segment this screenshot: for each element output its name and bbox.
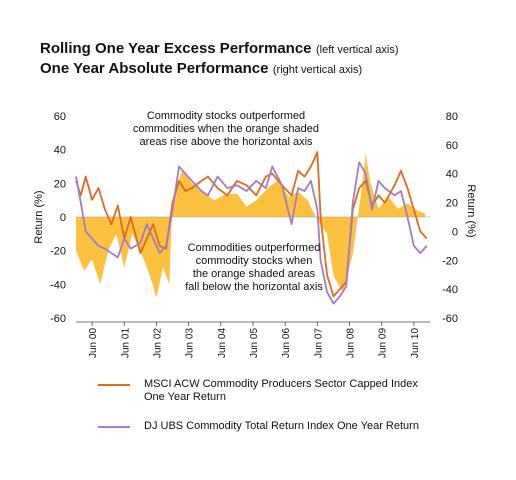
left-tick-label: -60 xyxy=(50,313,66,325)
right-tick-label: -40 xyxy=(442,284,458,296)
right-tick-label: 0 xyxy=(452,226,458,238)
x-tick-label: Jun 10 xyxy=(410,328,421,358)
legend-label-msci: MSCI ACW Commodity Producers Sector Capp… xyxy=(144,378,418,404)
left-tick-label: 20 xyxy=(54,178,66,190)
legend-swatch-djubs xyxy=(98,426,130,428)
title-line1: Rolling One Year Excess Performance xyxy=(40,40,312,57)
right-axis-label: Return (%) xyxy=(465,184,477,237)
series-line-djubs xyxy=(75,161,428,305)
x-tick-label: Jun 05 xyxy=(249,328,260,358)
legend-label-djubs-line1: DJ UBS Commodity Total Return Index One … xyxy=(144,420,419,432)
left-tick-label: 0 xyxy=(60,212,66,224)
legend-label-msci-line2: One Year Return xyxy=(144,391,226,403)
annotation-top-line: areas rise above the horizontal axis xyxy=(139,136,313,148)
left-tick-label: 40 xyxy=(54,145,66,157)
left-axis-label: Return (%) xyxy=(33,190,45,243)
x-tick-label: Jun 06 xyxy=(281,328,292,358)
left-tick-label: -40 xyxy=(50,279,66,291)
title-line1-note: (left vertical axis) xyxy=(315,44,399,56)
left-tick-label: 60 xyxy=(54,111,66,123)
x-tick-label: Jun 00 xyxy=(88,328,99,358)
x-tick-label: Jun 02 xyxy=(152,328,163,358)
x-tick-label: Jun 01 xyxy=(120,328,131,358)
chart-title: Rolling One Year Excess Performance (lef… xyxy=(40,40,399,58)
title-line2-note: (right vertical axis) xyxy=(272,64,363,76)
annotation-bottom-line: commodity stocks when xyxy=(196,255,313,267)
annotation-top-line: Commodity stocks outperformed xyxy=(147,110,305,122)
x-tick-label: Jun 09 xyxy=(378,328,389,358)
excess-performance-area xyxy=(76,153,426,298)
annotation-bottom-line: the orange shaded areas xyxy=(193,268,316,280)
left-tick-label: -20 xyxy=(50,246,66,258)
x-tick-label: Jun 03 xyxy=(185,328,196,358)
legend-label-msci-line1: MSCI ACW Commodity Producers Sector Capp… xyxy=(144,378,418,390)
x-tick-label: Jun 08 xyxy=(346,328,357,358)
chart-subtitle: One Year Absolute Performance (right ver… xyxy=(40,60,362,78)
right-tick-label: 80 xyxy=(446,111,458,123)
right-tick-label: 60 xyxy=(446,140,458,152)
right-tick-label: -20 xyxy=(442,255,458,267)
annotation-bottom-line: fall below the horizontal axis xyxy=(185,281,323,293)
right-tick-label: 40 xyxy=(446,169,458,181)
performance-chart: -60 -40 -20 0 20 40 60 -60 -40 -20 0 20 40 60 80 Return… xyxy=(33,110,477,358)
legend-swatch-msci xyxy=(98,384,130,386)
right-tick-label: 20 xyxy=(446,198,458,210)
title-line2: One Year Absolute Performance xyxy=(40,60,269,77)
right-tick-label: -60 xyxy=(442,313,458,325)
annotation-top-line: commodities when the orange shaded xyxy=(133,123,319,135)
annotation-bottom-line: Commodities outperformed xyxy=(188,242,321,254)
x-tick-label: Jun 07 xyxy=(313,328,324,358)
legend-label-djubs: DJ UBS Commodity Total Return Index One … xyxy=(144,420,419,433)
x-tick-label: Jun 04 xyxy=(217,328,228,358)
